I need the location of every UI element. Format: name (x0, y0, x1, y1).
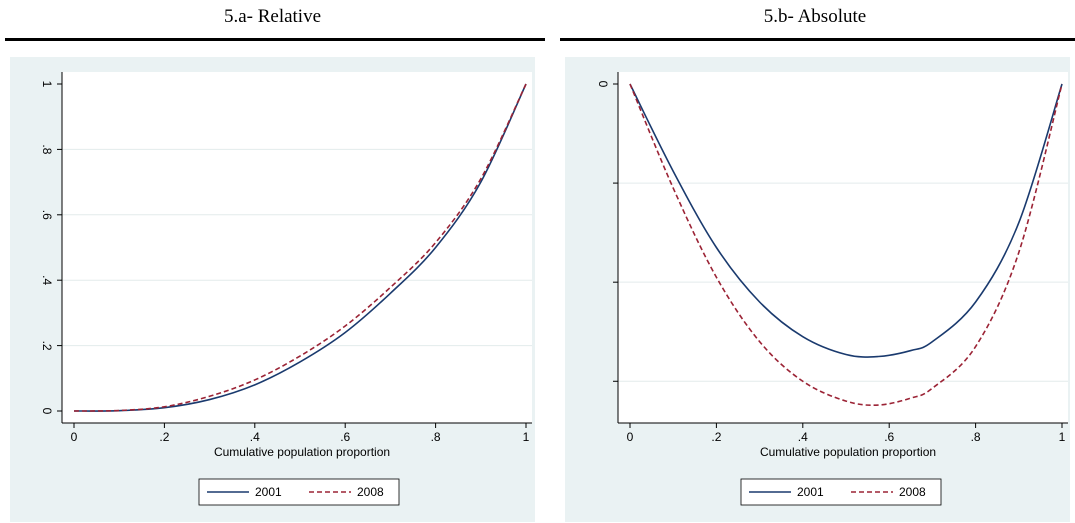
legend-label: 2008 (357, 485, 384, 499)
x-tick-label: .2 (159, 430, 169, 444)
y-tick-label: 0 (596, 81, 610, 88)
legend-label: 2001 (797, 485, 824, 499)
title-rule (5, 38, 545, 41)
series-line-2008 (629, 83, 1063, 407)
x-tick-label: .6 (340, 430, 350, 444)
chart-title: 5.a- Relative (223, 6, 322, 27)
y-tick-label: .2 (40, 341, 54, 351)
plot-area (62, 72, 532, 423)
series-line-2001 (629, 83, 1063, 358)
x-axis-label: Cumulative population proportion (760, 445, 936, 459)
x-tick-label: .2 (711, 430, 721, 444)
x-tick-label: 0 (71, 430, 78, 444)
y-tick-label: 0 (40, 408, 54, 415)
y-tick-label: .8 (40, 144, 54, 154)
legend-label: 2008 (899, 485, 926, 499)
plot-area (618, 72, 1068, 423)
x-tick-label: .8 (431, 430, 441, 444)
x-tick-label: .6 (884, 430, 894, 444)
y-tick-label: .4 (40, 275, 54, 285)
chart-absolute: 0 .2 .4 .6 .8 1 0 Cumulative population proport… (565, 57, 1070, 522)
x-tick-label: 1 (1059, 430, 1066, 444)
title-rule (560, 38, 1075, 41)
x-tick-label: .4 (798, 430, 808, 444)
legend-label: 2001 (255, 485, 282, 499)
x-tick-label: .8 (971, 430, 981, 444)
panel-relative: 5.a- Relative 0 .2 .4 .6 .8 1 0 .2 .4 .6 .8 1 Cumula… (5, 6, 545, 522)
x-tick-label: 0 (627, 430, 634, 444)
series-line-2008 (73, 83, 527, 412)
x-tick-label: 1 (523, 430, 530, 444)
chart-relative: 0 .2 .4 .6 .8 1 0 .2 .4 .6 .8 1 Cumulative populatio… (10, 57, 535, 522)
panel-absolute: 5.b- Absolute 0 .2 .4 .6 .8 1 0 Cumulative popu… (555, 0, 1075, 523)
y-tick-label: 1 (40, 81, 54, 88)
chart-title: 5.b- Absolute (763, 6, 867, 27)
x-axis-label: Cumulative population proportion (214, 445, 390, 459)
y-tick-label: .6 (40, 210, 54, 220)
x-tick-label: .4 (250, 430, 260, 444)
